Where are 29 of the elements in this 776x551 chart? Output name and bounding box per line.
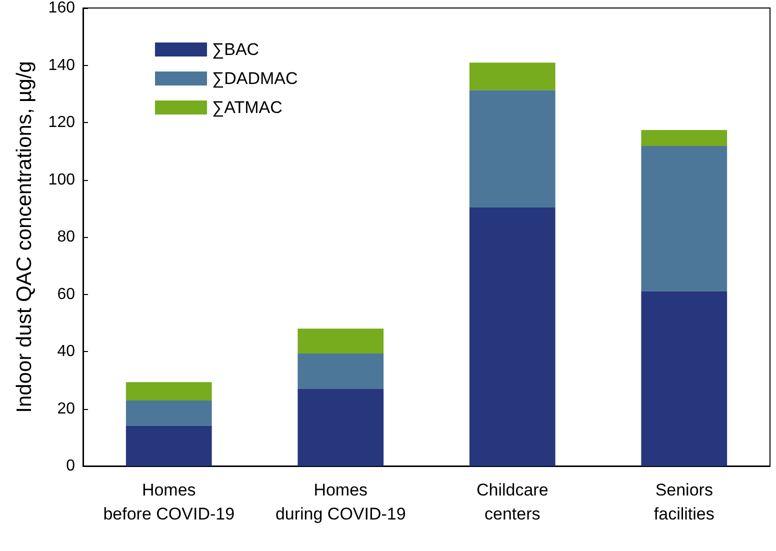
bar	[298, 354, 384, 389]
legend-label: ∑DADMAC	[212, 69, 298, 88]
legend-label: ∑ATMAC	[212, 98, 282, 117]
bar	[126, 400, 212, 426]
bar	[298, 328, 384, 354]
bar	[641, 130, 728, 146]
y-tick-label: 160	[48, 0, 76, 16]
bar	[126, 382, 212, 400]
x-tick-label: Homes before COVID-19	[103, 480, 235, 524]
y-axis-title: Indoor dust QAC concentrations, µg/g	[13, 61, 36, 413]
x-tick-label: Homes during COVID-19	[275, 480, 406, 524]
bar	[469, 62, 556, 90]
y-tick-label: 20	[57, 400, 76, 418]
bar	[298, 389, 384, 466]
bar	[469, 208, 556, 466]
x-tick-label: Seniors facilities	[654, 480, 714, 524]
y-tick-label: 40	[57, 343, 76, 360]
bar	[641, 146, 728, 292]
legend-label: ∑BAC	[212, 40, 260, 59]
bar	[641, 291, 728, 466]
y-tick-label: 60	[57, 286, 76, 303]
y-tick-label: 0	[66, 458, 76, 474]
bar	[469, 90, 556, 208]
y-tick-label: 120	[48, 114, 76, 131]
bar	[126, 426, 212, 466]
y-tick-label: 100	[48, 171, 76, 188]
x-tick-label: Childcare centers	[476, 480, 548, 524]
y-tick-label: 140	[48, 56, 76, 74]
y-tick-label: 80	[57, 228, 76, 246]
